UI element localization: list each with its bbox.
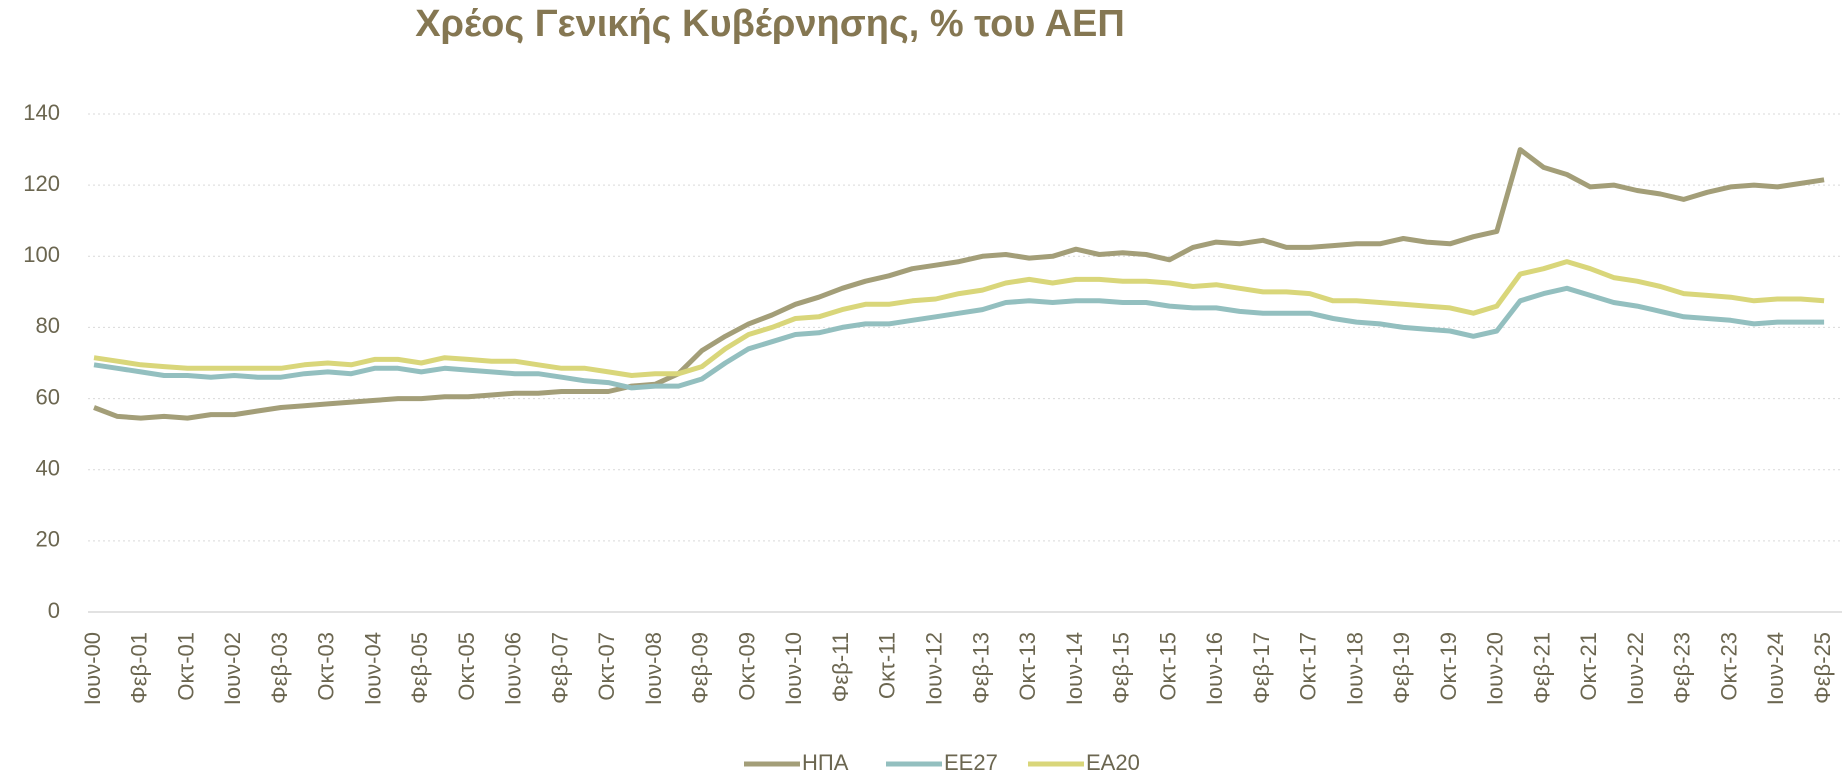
x-tick-label: Ιουν-00: [80, 632, 105, 705]
x-tick-label: Ιουν-12: [921, 632, 946, 705]
x-tick-label: Οκτ-09: [734, 632, 759, 701]
x-tick-label: Φεβ-07: [547, 632, 572, 704]
y-tick-label: 20: [36, 527, 60, 552]
x-tick-label: Φεβ-13: [968, 632, 993, 704]
x-tick-label: Φεβ-19: [1389, 632, 1414, 704]
x-tick-label: Φεβ-17: [1249, 632, 1274, 704]
x-tick-label: Οκτ-03: [314, 632, 339, 701]
legend-label: ΕΑ20: [1086, 750, 1140, 775]
x-tick-label: Φεβ-11: [828, 632, 853, 702]
x-tick-label: Φεβ-25: [1810, 632, 1835, 704]
x-tick-label: Φεβ-23: [1670, 632, 1695, 704]
series-line: [93, 259, 1825, 378]
x-tick-label: Ιουν-02: [220, 632, 245, 705]
x-tick-label: Φεβ-01: [127, 632, 152, 704]
x-tick-label: Ιουν-20: [1483, 632, 1508, 705]
x-tick-label: Ιουν-14: [1062, 632, 1087, 705]
x-tick-label: Φεβ-05: [407, 632, 432, 704]
x-tick-label: Ιουν-18: [1342, 632, 1367, 705]
legend-label: ΕΕ27: [944, 750, 998, 775]
y-tick-label: 60: [36, 384, 60, 409]
x-tick-label: Φεβ-09: [688, 632, 713, 704]
x-tick-label: Οκτ-13: [1015, 632, 1040, 701]
x-tick-label: Φεβ-21: [1529, 632, 1554, 704]
x-tick-label: Οκτ-01: [173, 632, 198, 701]
x-tick-label: Οκτ-21: [1576, 632, 1601, 701]
x-tick-label: Οκτ-11: [875, 632, 900, 699]
series-line: [93, 147, 1825, 421]
y-tick-label: 80: [36, 313, 60, 338]
x-tick-label: Οκτ-05: [454, 632, 479, 701]
y-tick-label: 40: [36, 456, 60, 481]
x-tick-label: Οκτ-17: [1296, 632, 1321, 701]
x-tick-label: Φεβ-15: [1109, 632, 1134, 704]
x-tick-label: Οκτ-19: [1436, 632, 1461, 701]
y-tick-label: 120: [23, 171, 60, 196]
x-tick-label: Ιουν-24: [1763, 632, 1788, 705]
legend-label: ΗΠΑ: [802, 750, 849, 775]
x-tick-label: Ιουν-06: [501, 632, 526, 705]
x-tick-label: Οκτ-07: [594, 632, 619, 701]
y-tick-label: 0: [48, 598, 60, 623]
x-tick-label: Ιουν-16: [1202, 632, 1227, 705]
x-tick-label: Ιουν-22: [1623, 632, 1648, 705]
x-tick-label: Φεβ-03: [267, 632, 292, 704]
x-tick-label: Ιουν-08: [641, 632, 666, 705]
x-tick-label: Οκτ-23: [1716, 632, 1741, 701]
x-tick-label: Οκτ-15: [1155, 632, 1180, 701]
y-tick-label: 100: [23, 242, 60, 267]
x-tick-label: Ιουν-04: [360, 632, 385, 705]
series-line: [93, 285, 1825, 391]
y-tick-label: 140: [23, 100, 60, 125]
x-tick-label: Ιουν-10: [781, 632, 806, 705]
chart-title: Χρέος Γενικής Κυβέρνησης, % του ΑΕΠ: [415, 3, 1125, 45]
